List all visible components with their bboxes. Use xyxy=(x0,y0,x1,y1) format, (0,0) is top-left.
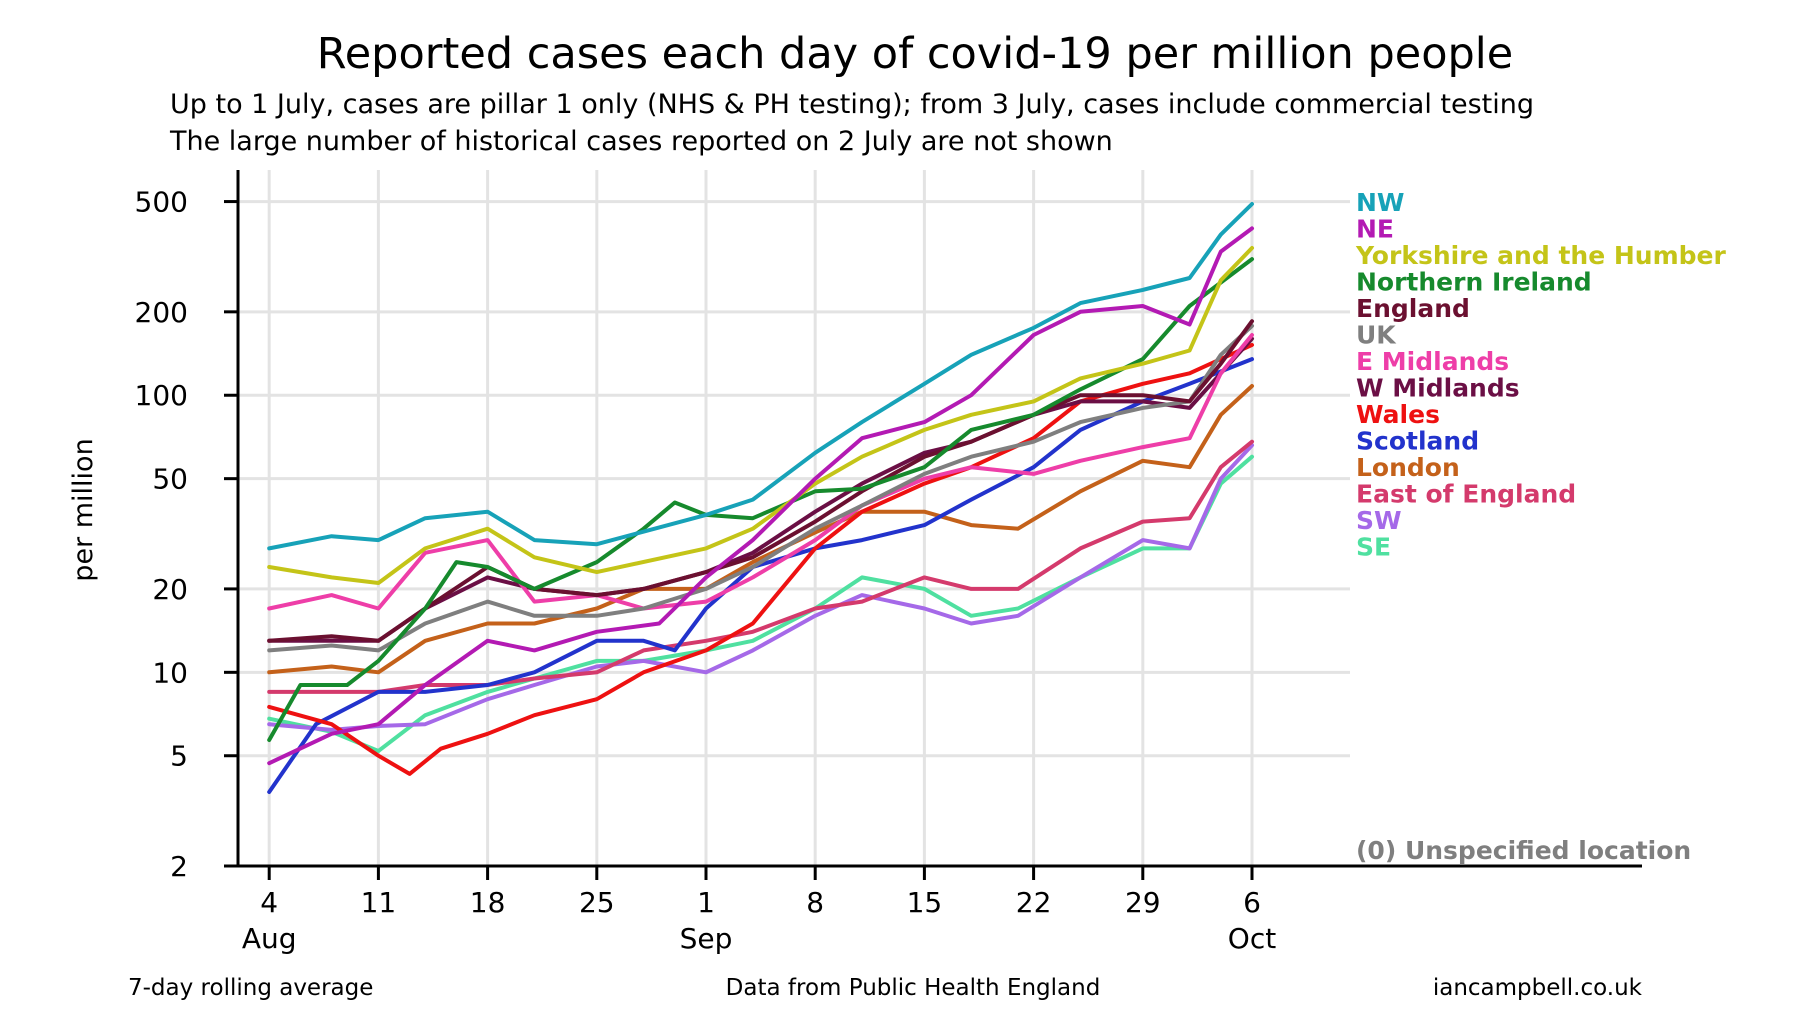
x-tick-label: 29 xyxy=(1125,886,1161,919)
series-label-w-midlands: W Midlands xyxy=(1356,374,1520,403)
y-tick-label: 10 xyxy=(152,656,188,689)
x-tick-label: 11 xyxy=(361,886,397,919)
series-line-w-midlands xyxy=(267,336,1254,643)
grid-layer xyxy=(224,170,1350,880)
x-tick-label: 4 xyxy=(260,886,278,919)
chart-subtitle-line-1: Up to 1 July, cases are pillar 1 only (N… xyxy=(170,89,1534,120)
series-label-uk: UK xyxy=(1356,321,1397,350)
series-label-nw: NW xyxy=(1356,188,1405,217)
y-tick-label: 50 xyxy=(152,463,188,496)
x-month-label: Sep xyxy=(680,922,733,955)
series-label-wales: Wales xyxy=(1356,400,1440,429)
series-line-se xyxy=(267,454,1254,753)
x-tick-label: 1 xyxy=(697,886,715,919)
series-label-scotland: Scotland xyxy=(1356,427,1479,456)
series-line-east-of-england xyxy=(267,439,1254,694)
x-tick-label: 8 xyxy=(806,886,824,919)
unspecified-location-annotation: (0) Unspecified location xyxy=(1356,836,1691,865)
series-line-northern-ireland xyxy=(267,257,1254,742)
x-tick-label: 22 xyxy=(1016,886,1052,919)
series-line-scotland xyxy=(267,357,1254,794)
chart-title: Reported cases each day of covid-19 per … xyxy=(317,29,1513,79)
x-month-label: Oct xyxy=(1228,922,1276,955)
series-label-england: England xyxy=(1356,294,1470,323)
series-line-wales xyxy=(267,342,1254,776)
x-tick-label: 6 xyxy=(1243,886,1261,919)
series-label-northern-ireland: Northern Ireland xyxy=(1356,268,1592,297)
series-line-nw xyxy=(267,202,1254,551)
series-layer xyxy=(267,202,1254,794)
series-line-sw xyxy=(267,443,1254,732)
footer-left: 7-day rolling average xyxy=(128,975,373,1001)
y-tick-label: 500 xyxy=(135,186,188,219)
footer-right: iancampbell.co.uk xyxy=(1433,975,1643,1001)
x-tick-label: 18 xyxy=(470,886,506,919)
y-tick-label: 2 xyxy=(170,850,188,883)
series-line-yorkshire-and-the-humber xyxy=(267,246,1254,585)
series-line-uk xyxy=(267,323,1254,653)
series-label-yorkshire-and-the-humber: Yorkshire and the Humber xyxy=(1355,241,1726,270)
footer-center: Data from Public Health England xyxy=(726,975,1101,1001)
y-tick-label: 5 xyxy=(170,740,188,773)
series-label-sw: SW xyxy=(1356,506,1402,535)
y-tick-label: 20 xyxy=(152,573,188,606)
series-label-se: SE xyxy=(1356,533,1391,562)
x-month-label: Aug xyxy=(242,922,297,955)
y-axis-label: per million xyxy=(68,438,99,581)
chart-subtitle-line-2: The large number of historical cases rep… xyxy=(169,126,1113,157)
y-tick-label: 100 xyxy=(135,379,188,412)
series-line-e-midlands xyxy=(267,333,1254,611)
series-line-england xyxy=(267,319,1254,643)
axis-layer xyxy=(236,170,1642,868)
series-line-ne xyxy=(267,226,1254,766)
x-tick-label: 25 xyxy=(579,886,615,919)
series-label-east-of-england: East of England xyxy=(1356,480,1576,509)
series-label-london: London xyxy=(1356,453,1460,482)
x-tick-label: 15 xyxy=(907,886,943,919)
series-label-e-midlands: E Midlands xyxy=(1356,347,1509,376)
y-tick-label: 200 xyxy=(135,296,188,329)
series-label-ne: NE xyxy=(1356,215,1394,244)
